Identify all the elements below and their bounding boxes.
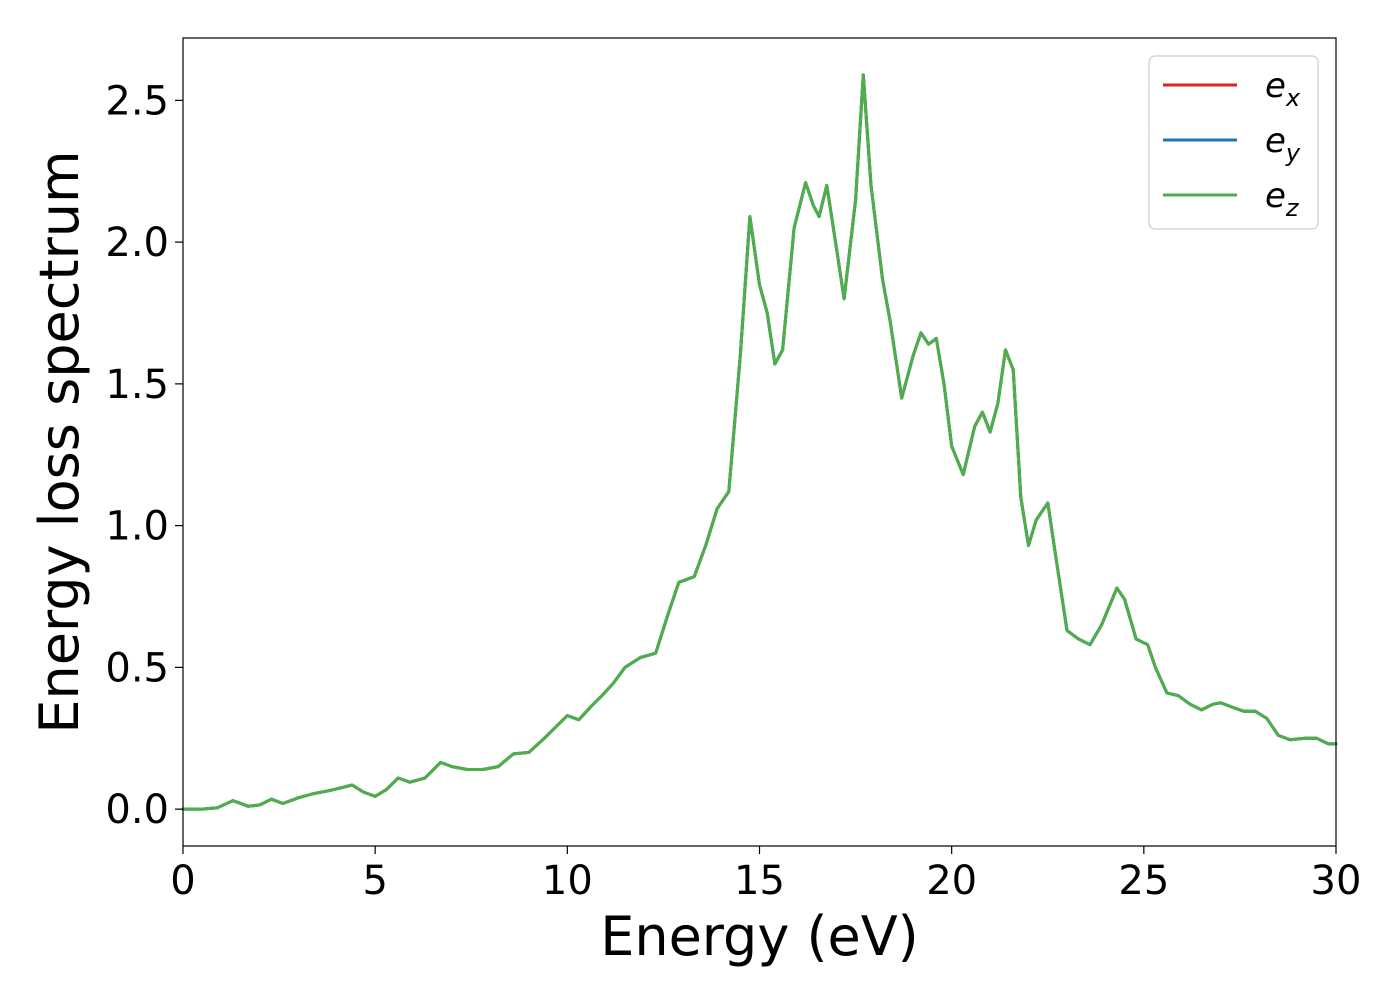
legend-box xyxy=(1148,55,1319,230)
y-axis-label: Energy loss spectrum xyxy=(28,150,91,733)
legend-label-x: ex xyxy=(1265,66,1301,112)
x-tick-label: 5 xyxy=(362,858,387,904)
x-tick-label: 20 xyxy=(926,858,977,904)
y-tick-label: 2.0 xyxy=(105,220,169,266)
x-tick-label: 30 xyxy=(1311,858,1362,904)
legend-label-sub: z xyxy=(1285,194,1300,222)
legend-label-sub: y xyxy=(1285,139,1301,167)
y-tick-label: 1.5 xyxy=(105,362,169,408)
legend-label-sub: x xyxy=(1285,84,1301,112)
legend-label-base: e xyxy=(1265,121,1286,161)
y-tick-label: 1.0 xyxy=(105,504,169,550)
series-layer xyxy=(181,73,1338,811)
x-tick-label: 10 xyxy=(542,858,593,904)
x-tick-label: 15 xyxy=(734,858,785,904)
series-line-3 xyxy=(181,73,1338,811)
legend-label-base: e xyxy=(1265,176,1286,216)
y-tick-label: 0.0 xyxy=(105,787,169,833)
y-tick-label: 0.5 xyxy=(105,645,169,691)
legend-label-z: ez xyxy=(1265,176,1300,222)
x-axis-ticks: 0 5 10 15 20 25 30 xyxy=(170,846,1361,904)
x-tick-label: 25 xyxy=(1118,858,1169,904)
x-axis-label: Energy (eV) xyxy=(600,905,919,968)
y-tick-label: 2.5 xyxy=(105,78,169,124)
legend-label-base: e xyxy=(1265,66,1286,106)
legend-label-y: ey xyxy=(1265,121,1301,167)
y-axis-ticks: 0.0 0.5 1.0 1.5 2.0 2.5 xyxy=(105,78,183,833)
x-tick-label: 0 xyxy=(170,858,195,904)
